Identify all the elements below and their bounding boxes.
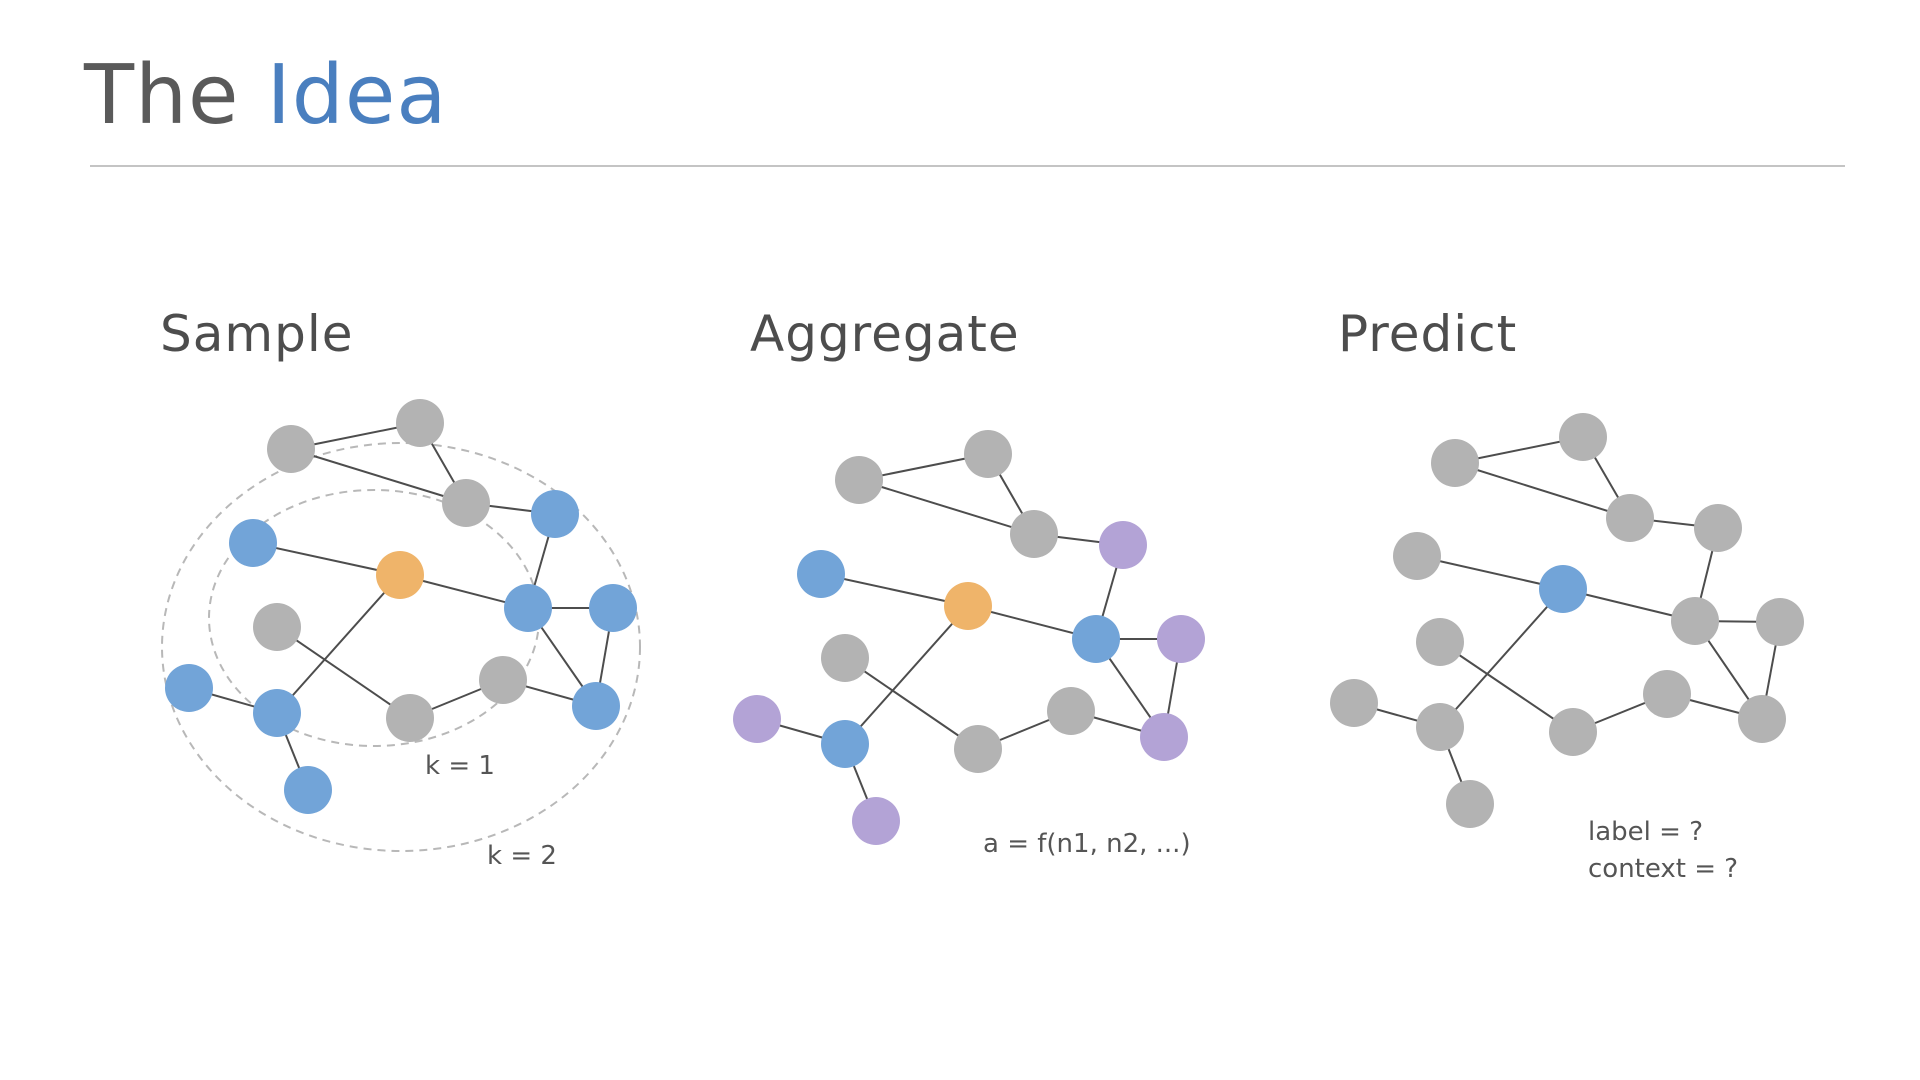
sample-neighbor-node-9: [165, 664, 213, 712]
aggregate-target-node-5: [944, 582, 992, 630]
predict-node-0: [1431, 439, 1479, 487]
sample-edge-8-11: [276, 626, 411, 719]
predict-edge-4-5: [1416, 555, 1564, 590]
graph-predict: [1330, 413, 1804, 828]
predict-node-4: [1393, 532, 1441, 580]
annotation-aggregate-formula: a = f(n1, n2, ...): [983, 829, 1191, 859]
sample-neighbor-node-10: [253, 689, 301, 737]
slide-title: The Idea: [84, 48, 448, 143]
heading-sample: Sample: [160, 305, 354, 363]
predict-edge-0-2: [1454, 462, 1631, 519]
predict-node-12: [1643, 670, 1691, 718]
predict-node-2: [1606, 494, 1654, 542]
aggregate-edge-5-10: [844, 605, 969, 745]
aggregate-node-1: [964, 430, 1012, 478]
aggregate-aggregated-node-14: [852, 797, 900, 845]
annotation-k1: k = 1: [425, 751, 495, 781]
aggregate-aggregated-node-7: [1157, 615, 1205, 663]
aggregate-node-11: [954, 725, 1002, 773]
aggregate-node-12: [1047, 687, 1095, 735]
sample-node-2: [442, 479, 490, 527]
hop-ring-k2: [161, 442, 641, 852]
annotation-k2: k = 2: [487, 841, 557, 871]
annotation-context: context = ?: [1588, 854, 1739, 884]
aggregate-aggregated-node-9: [733, 695, 781, 743]
aggregate-edge-8-11: [844, 657, 979, 750]
predict-node-1: [1559, 413, 1607, 461]
predict-node-9: [1330, 679, 1378, 727]
sample-neighbor-node-13: [572, 682, 620, 730]
predict-node-6: [1671, 597, 1719, 645]
predict-neighbor-node-5: [1539, 565, 1587, 613]
predict-node-3: [1694, 504, 1742, 552]
sample-node-11: [386, 694, 434, 742]
sample-node-12: [479, 656, 527, 704]
predict-node-10: [1416, 703, 1464, 751]
sample-neighbor-node-4: [229, 519, 277, 567]
predict-edge-8-11: [1439, 641, 1574, 733]
aggregate-node-2: [1010, 510, 1058, 558]
predict-node-8: [1416, 618, 1464, 666]
sample-neighbor-node-6: [504, 584, 552, 632]
aggregate-node-8: [821, 634, 869, 682]
sample-target-node-5: [376, 551, 424, 599]
sample-node-0: [267, 425, 315, 473]
title-accent: Idea: [266, 48, 448, 143]
aggregate-edge-4-5: [820, 573, 969, 607]
graph-sample: [161, 399, 641, 852]
sample-edge-0-2: [290, 448, 467, 504]
aggregate-node-0: [835, 456, 883, 504]
aggregate-edge-0-2: [858, 479, 1035, 535]
predict-node-13: [1738, 695, 1786, 743]
title-divider: [90, 165, 1845, 167]
sample-neighbor-node-3: [531, 490, 579, 538]
sample-neighbor-node-7: [589, 584, 637, 632]
graph-aggregate: [733, 430, 1205, 845]
aggregate-neighbor-node-10: [821, 720, 869, 768]
heading-predict: Predict: [1338, 305, 1518, 363]
sample-edge-5-10: [276, 574, 401, 714]
sample-node-1: [396, 399, 444, 447]
sample-node-8: [253, 603, 301, 651]
aggregate-aggregated-node-13: [1140, 713, 1188, 761]
predict-node-11: [1549, 708, 1597, 756]
predict-node-14: [1446, 780, 1494, 828]
aggregate-aggregated-node-3: [1099, 521, 1147, 569]
aggregate-neighbor-node-4: [797, 550, 845, 598]
sample-neighbor-node-14: [284, 766, 332, 814]
aggregate-neighbor-node-6: [1072, 615, 1120, 663]
sample-edge-4-5: [252, 542, 401, 576]
predict-node-7: [1756, 598, 1804, 646]
predict-edge-5-10: [1439, 588, 1564, 728]
heading-aggregate: Aggregate: [750, 305, 1020, 363]
annotation-label: label = ?: [1588, 817, 1703, 847]
title-prefix: The: [84, 48, 240, 143]
